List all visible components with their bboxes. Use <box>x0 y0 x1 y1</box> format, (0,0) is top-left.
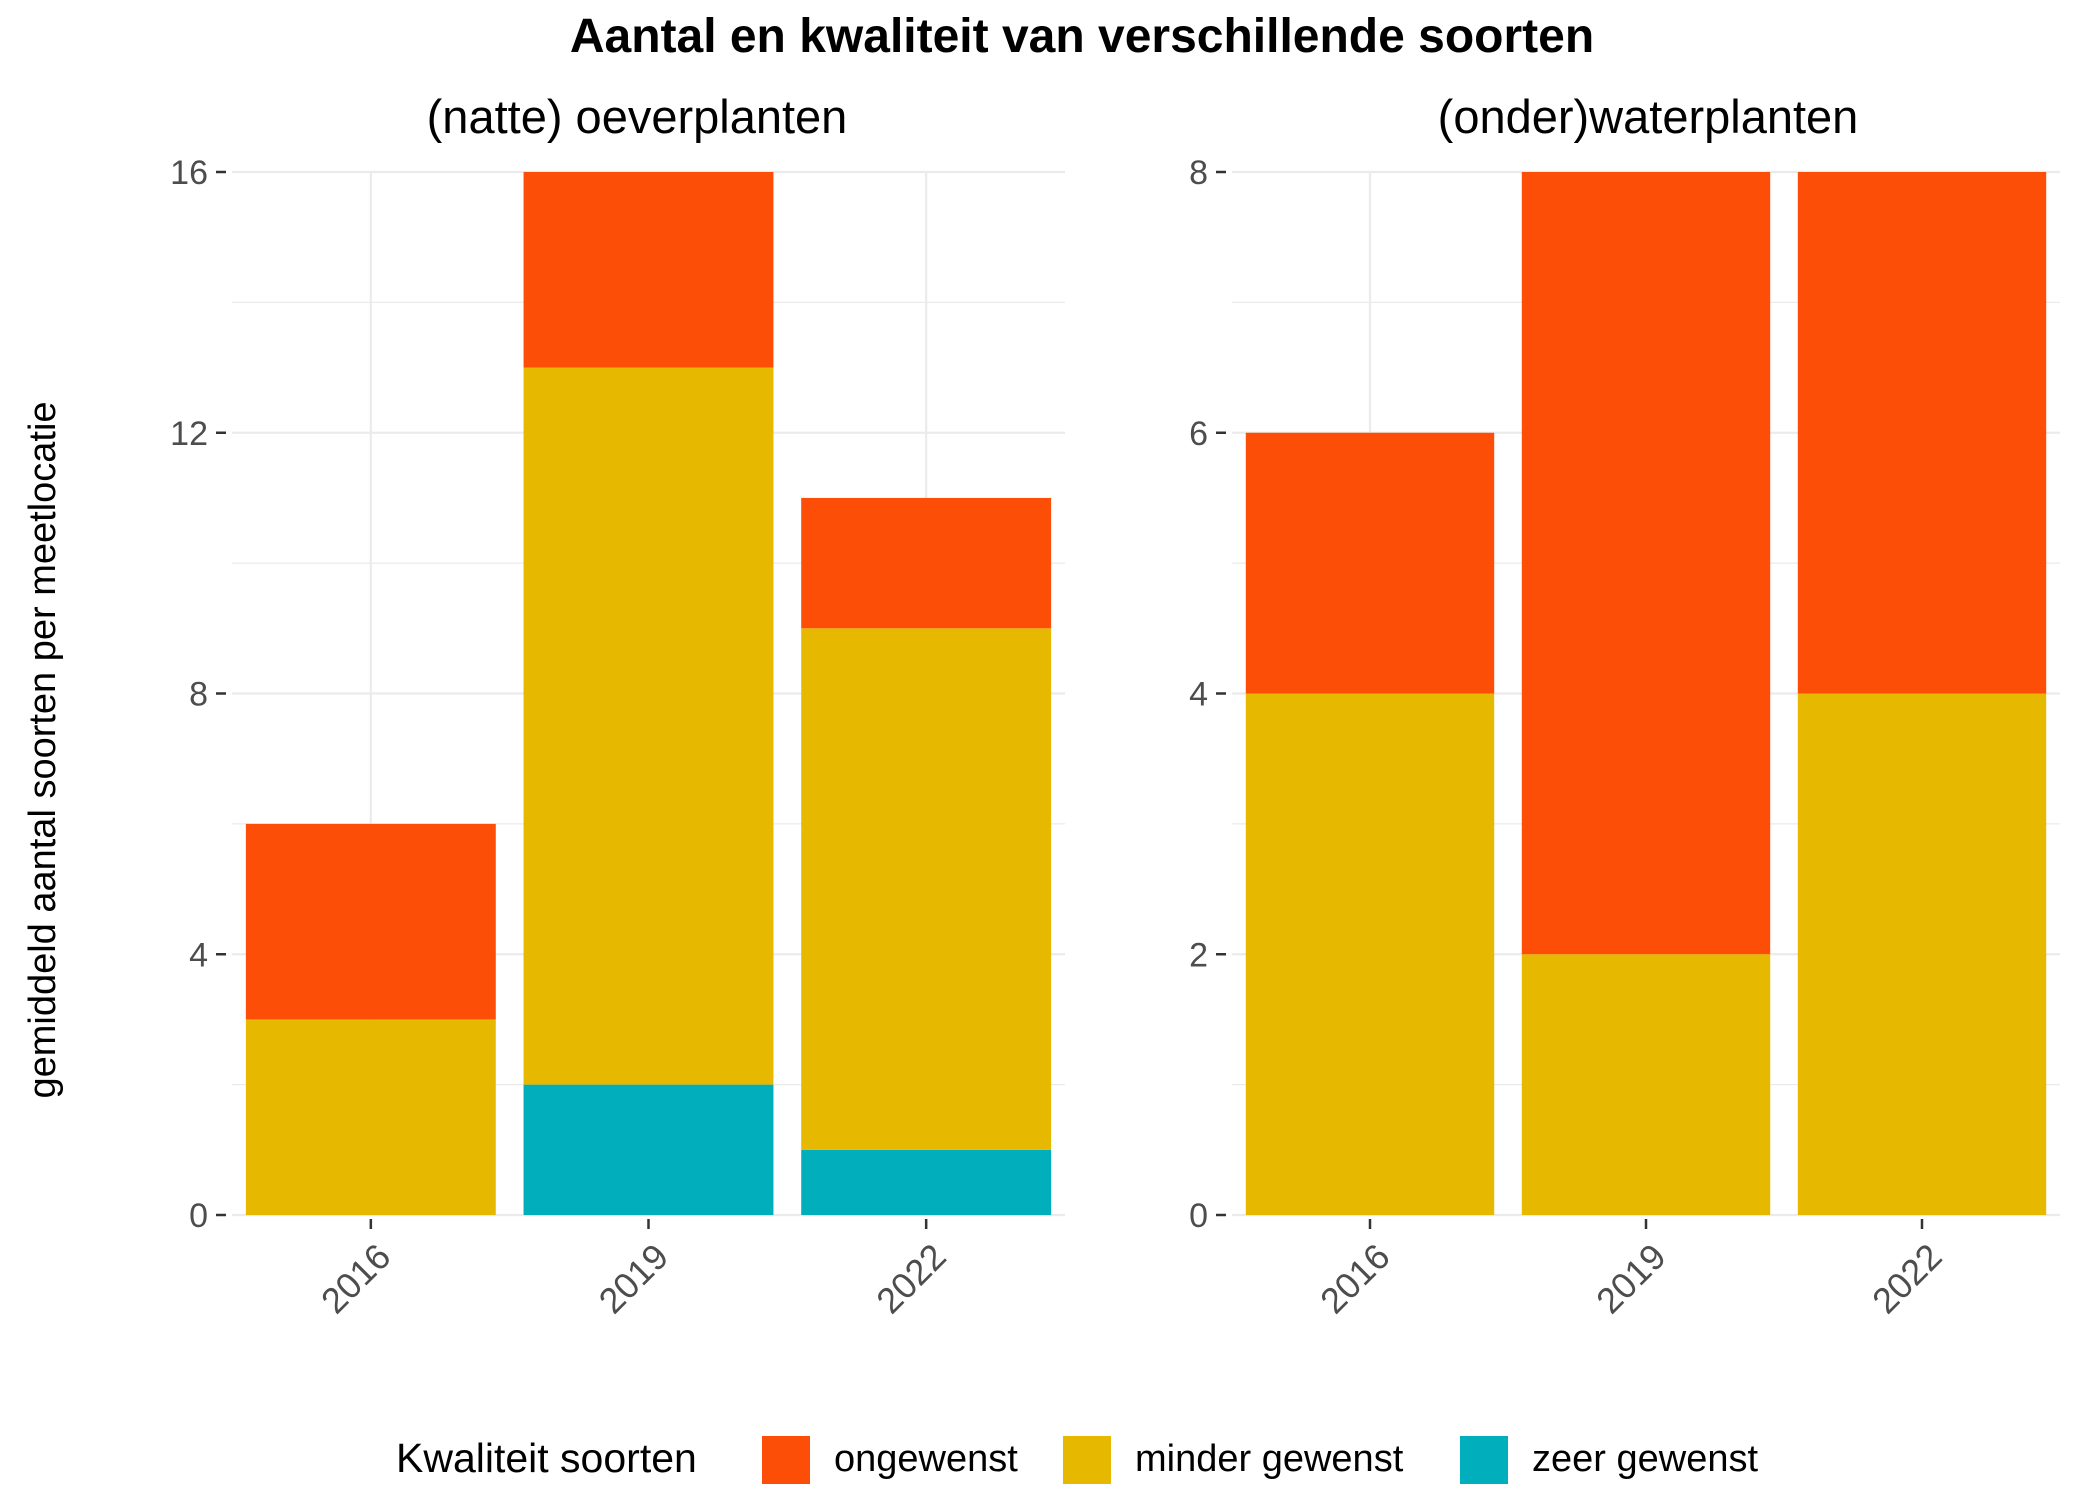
bar-ongewenst-2016 <box>1245 432 1495 694</box>
bar-minder-gewenst-2022 <box>801 628 1052 1150</box>
y-tick-label: 4 <box>189 936 208 974</box>
bar-minder-gewenst-2019 <box>523 367 774 1085</box>
bar-minder-gewenst-2022 <box>1797 693 2047 1215</box>
chart-title: Aantal en kwaliteit van verschillende so… <box>570 10 1594 63</box>
bar-ongewenst-2022 <box>801 497 1052 629</box>
panel-title: (natte) oeverplanten <box>427 90 848 143</box>
bar-ongewenst-2019 <box>1521 172 1771 955</box>
legend-key-zeer-gewenst <box>1460 1436 1508 1484</box>
x-tick-label: 2016 <box>1312 1236 1398 1322</box>
bar-minder-gewenst-2016 <box>1245 693 1495 1215</box>
y-tick-label: 0 <box>189 1197 208 1235</box>
bar-zeer-gewenst-2022 <box>801 1149 1052 1215</box>
legend-label: minder gewenst <box>1135 1438 1404 1480</box>
y-tick-label: 4 <box>1189 676 1208 714</box>
y-tick-label: 8 <box>189 676 208 714</box>
legend-key-ongewenst <box>762 1436 810 1484</box>
bar-minder-gewenst-2019 <box>1521 954 1771 1215</box>
x-tick-label: 2016 <box>313 1236 399 1322</box>
x-tick-label: 2019 <box>591 1236 677 1322</box>
x-tick-label: 2022 <box>1864 1236 1950 1322</box>
legend-label: ongewenst <box>834 1438 1018 1480</box>
bar-zeer-gewenst-2019 <box>523 1084 774 1215</box>
legend: Kwaliteit soorten ongewenst minder gewens… <box>396 1435 1758 1484</box>
panel-1: (natte) oeverplanten 0 4 8 12 16 2016 2019 2022 <box>170 90 1065 1321</box>
y-tick-label: 8 <box>1189 154 1208 192</box>
y-tick-label: 6 <box>1189 415 1208 453</box>
legend-title: Kwaliteit soorten <box>396 1435 697 1481</box>
y-tick-label: 12 <box>170 415 208 453</box>
legend-label: zeer gewenst <box>1532 1438 1758 1480</box>
bar-minder-gewenst-2016 <box>245 1019 496 1215</box>
x-tick-label: 2019 <box>1588 1236 1674 1322</box>
x-tick-label: 2022 <box>868 1236 954 1322</box>
y-axis-label: gemiddeld aantal soorten per meetlocatie <box>22 401 64 1098</box>
y-tick-label: 0 <box>1189 1197 1208 1235</box>
legend-key-minder-gewenst <box>1063 1436 1111 1484</box>
panel-title: (onder)waterplanten <box>1438 90 1859 143</box>
panel-2: (onder)waterplanten 0 2 4 6 8 2016 2019 2022 <box>1189 90 2060 1321</box>
bar-ongewenst-2016 <box>245 823 496 1020</box>
bar-ongewenst-2022 <box>1797 172 2047 694</box>
bar-ongewenst-2019 <box>523 172 774 368</box>
y-tick-label: 16 <box>170 154 208 192</box>
y-tick-label: 2 <box>1189 936 1208 974</box>
